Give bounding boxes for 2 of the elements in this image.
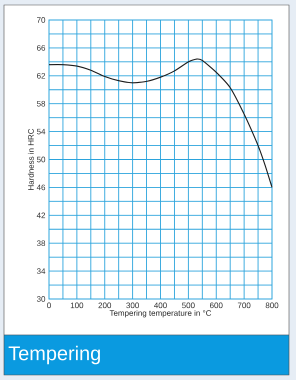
line-series — [48, 58, 273, 188]
text: Tempering — [8, 346, 100, 364]
